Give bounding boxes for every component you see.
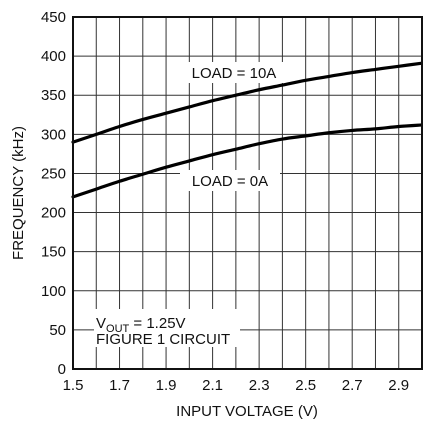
y-tick-label: 200: [41, 205, 66, 222]
series-layer: [71, 61, 423, 199]
series-label-1: LOAD = 10A: [192, 65, 277, 82]
series-label-bg-1: [184, 62, 284, 83]
x-tick-label: 2.7: [342, 377, 363, 394]
x-tick-label: 2.1: [202, 377, 223, 394]
series-label-2: LOAD = 0A: [192, 173, 268, 190]
y-tick-label: 250: [41, 165, 66, 182]
series-line-1: [71, 61, 423, 144]
vout-annotation-bg: [94, 309, 240, 347]
vout-subscript: OUT: [106, 323, 130, 335]
vout-value: = 1.25V: [129, 315, 185, 332]
x-tick-label: 2.3: [249, 377, 270, 394]
y-tick-label: 400: [41, 48, 66, 65]
vout-annotation: VOUT = 1.25V FIGURE 1 CIRCUIT: [94, 309, 240, 348]
series-label-bg-2: [180, 170, 280, 191]
x-tick-label: 2.9: [388, 377, 409, 394]
y-axis-title: FREQUENCY (kHz): [10, 126, 27, 260]
vout-annotation-text: VOUT = 1.25V: [96, 315, 186, 335]
y-tick-label: 0: [58, 361, 66, 378]
tick-labels: 1.5 1.7 1.9 2.1 2.3 2.5 2.7 2.9 0 50 100 150 200 250 3…: [41, 9, 409, 394]
y-tick-label: 350: [41, 87, 66, 104]
x-tick-label: 1.9: [156, 377, 177, 394]
x-tick-label: 2.5: [295, 377, 316, 394]
y-tick-label: 450: [41, 9, 66, 26]
y-tick-label: 150: [41, 244, 66, 261]
circuit-annotation: FIGURE 1 CIRCUIT: [96, 331, 230, 348]
plot-frame: [72, 16, 423, 370]
y-tick-label: 50: [49, 322, 66, 339]
series-line-2: [71, 123, 423, 199]
x-axis-title: INPUT VOLTAGE (V): [176, 403, 318, 420]
series-labels: LOAD = 10A LOAD = 0A: [180, 62, 284, 191]
y-tick-label: 100: [41, 283, 66, 300]
x-tick-label: 1.5: [63, 377, 84, 394]
y-tick-label: 300: [41, 126, 66, 143]
x-tick-label: 1.7: [109, 377, 130, 394]
vout-prefix: V: [96, 315, 106, 332]
